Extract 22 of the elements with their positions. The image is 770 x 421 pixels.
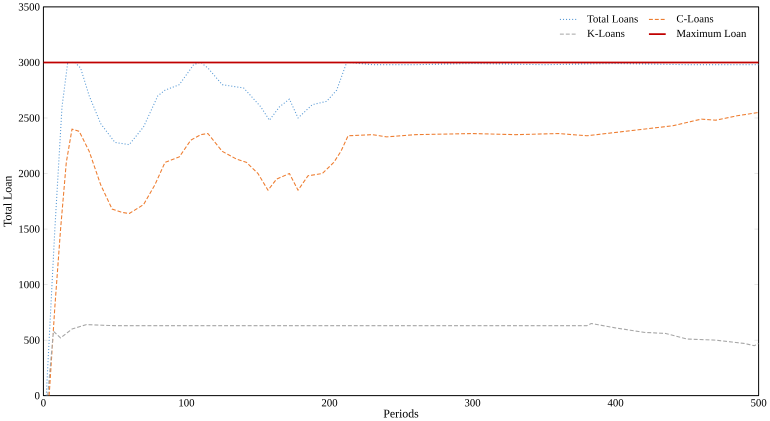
x-axis-title: Periods: [384, 409, 418, 418]
x-tick-label: 200: [322, 399, 338, 407]
legend-label: Maximum Loan: [676, 30, 746, 38]
y-tick-label: 1500: [19, 226, 40, 233]
x-tick-label: 500: [751, 399, 766, 407]
y-tick-label: 2000: [18, 170, 40, 178]
y-tick-label: 3500: [18, 3, 40, 11]
legend-label: K-Loans: [587, 30, 624, 38]
y-tick-label: 2500: [18, 114, 40, 122]
x-tick-label: 0: [41, 399, 46, 407]
y-tick-label: 1000: [19, 281, 40, 288]
line-series: [48, 112, 759, 396]
line-series: [46, 62, 759, 396]
y-tick-label: 500: [24, 336, 40, 344]
y-tick-label: 0: [34, 392, 40, 400]
x-tick-label: 400: [608, 399, 624, 407]
legend-label: Total Loans: [587, 15, 638, 23]
y-tick-label: 3000: [18, 58, 40, 66]
x-tick-label: 300: [464, 399, 480, 407]
y-axis-title: Total Loan: [3, 176, 12, 227]
x-tick-label: 100: [179, 399, 194, 407]
legend-label: C-Loans: [676, 15, 714, 22]
